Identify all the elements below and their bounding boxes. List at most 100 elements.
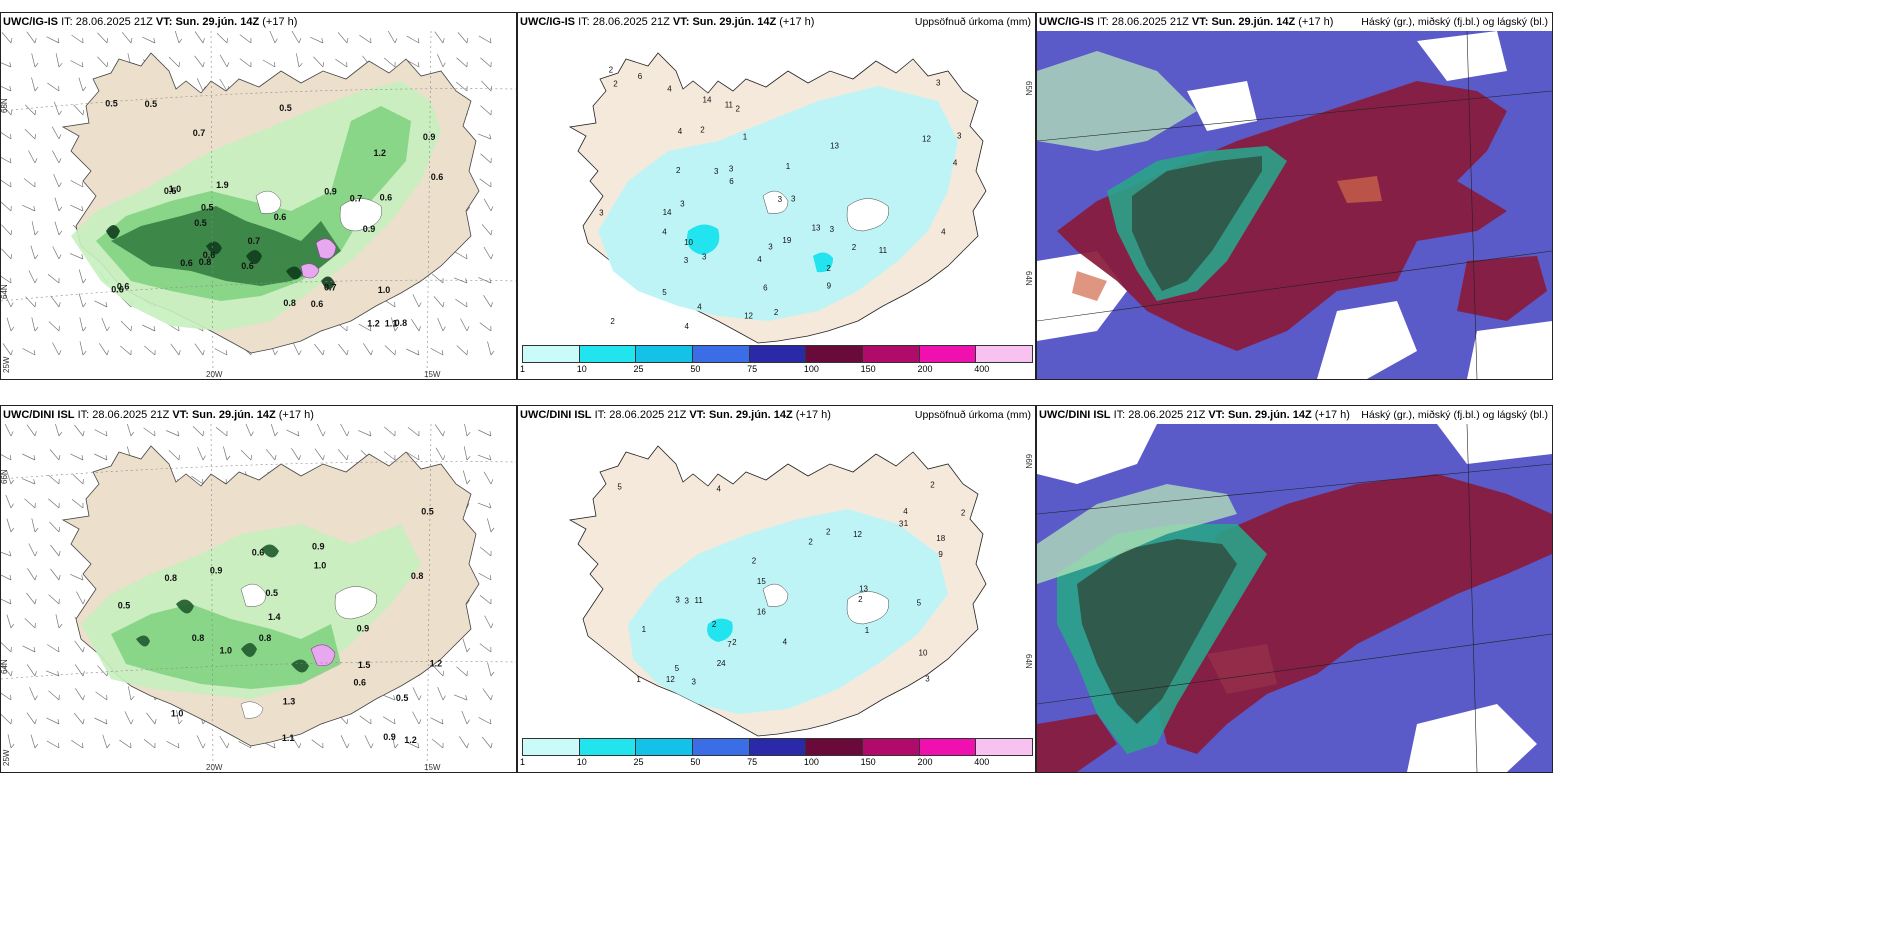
wind-barb — [46, 36, 60, 44]
colorbar-label: 400 — [974, 757, 990, 767]
value-label: 3 — [675, 596, 680, 605]
value-label: 0.6 — [241, 261, 254, 271]
value-label: 2 — [613, 79, 618, 88]
colorbar-swatch — [919, 739, 977, 755]
wind-barb — [240, 449, 252, 461]
lat-label-top: 66N — [1024, 454, 1033, 469]
value-label: 1.0 — [169, 184, 182, 194]
precip-colorbar: 1 10 25 50 75 100 150 200 400 — [520, 738, 1033, 770]
wind-barb — [216, 32, 228, 44]
value-label: 0.5 — [421, 507, 434, 517]
value-label: 12 — [853, 530, 862, 539]
high-cloud-dark — [1132, 156, 1262, 291]
graticule — [1037, 424, 1552, 772]
value-label: 2 — [826, 264, 831, 273]
wind-barb — [1, 179, 12, 188]
wind-barb — [142, 36, 156, 44]
glacier-purple — [310, 644, 336, 667]
wind-barb — [1, 713, 12, 725]
value-label: 4 — [662, 228, 667, 237]
glacier-purple — [300, 238, 337, 279]
value-label: 0.8 — [259, 633, 272, 643]
wind-map-panel-row1: UWC/IG-IS IT: 28.06.2025 21Z VT: Sun. 29… — [0, 12, 517, 380]
wind-barb — [55, 614, 63, 629]
it-label: IT: — [61, 16, 73, 28]
wind-barb — [461, 710, 470, 725]
colorbar-label: 50 — [690, 757, 701, 767]
colorbar-labels: 1 10 25 50 75 100 150 200 400 — [520, 756, 1033, 768]
wind-barb — [48, 690, 60, 701]
wind-barb — [24, 618, 36, 629]
value-label: 0.9 — [324, 186, 337, 196]
value-label: 6 — [729, 177, 734, 186]
value-label: 14 — [663, 208, 672, 217]
wind-barb — [359, 34, 372, 44]
cloud-title: Háský (gr.), miðský (fj.bl.) og lágský (… — [1361, 16, 1548, 28]
graticule — [1, 424, 516, 772]
lon-label-mid: 20W — [206, 763, 223, 772]
wind-barb — [478, 572, 492, 581]
wind-barb — [483, 295, 493, 308]
value-label: 3 — [692, 678, 697, 687]
value-label: 0.5 — [164, 186, 177, 196]
value-label: 6 — [763, 284, 768, 293]
precip-map: 65N 64N 22333223223344334523464314191011… — [568, 52, 1033, 344]
it-label: IT: — [77, 409, 90, 421]
wind-barb — [358, 323, 372, 332]
value-label: 0.8 — [411, 571, 424, 581]
wind-barb — [437, 54, 446, 68]
colorbar-label: 25 — [633, 757, 644, 767]
value-label: 4 — [783, 638, 788, 647]
mid-green-area — [111, 604, 341, 689]
wind-barb — [95, 691, 108, 701]
lon-label-right: 15W — [424, 763, 441, 772]
wind-barb — [29, 686, 38, 701]
colorbar-swatch — [806, 739, 864, 755]
wind-barb — [4, 294, 14, 308]
value-label: 5 — [675, 664, 680, 673]
value-label: 2 — [736, 104, 741, 113]
value-label: 4 — [941, 228, 946, 237]
colorbar-label: 100 — [803, 757, 819, 767]
wind-barb — [31, 53, 39, 68]
value-label: 1 — [642, 625, 647, 634]
wind-barb — [479, 643, 492, 653]
precip-value-labels: 2233322322334433452346431419101112111314… — [599, 65, 962, 330]
wind-barb — [384, 426, 396, 437]
wind-barb — [102, 734, 111, 749]
wind-barb — [291, 735, 302, 749]
value-label: 3 — [957, 131, 962, 140]
value-label: 3 — [714, 167, 719, 176]
wind-barb — [71, 34, 84, 44]
wind-barb — [1, 248, 13, 260]
wind-barb — [30, 734, 39, 749]
wind-barb — [335, 58, 348, 68]
wind-barb — [75, 688, 85, 701]
wind-barb — [52, 246, 62, 260]
wind-barb — [5, 494, 14, 509]
wind-barb — [434, 424, 445, 437]
wind-barb — [23, 178, 36, 188]
wind-barb — [1, 574, 12, 581]
wind-barb — [412, 711, 422, 725]
wind-barb — [455, 298, 468, 308]
value-label: 12 — [744, 311, 753, 320]
precip-mid-area — [687, 224, 833, 273]
colorbar-swatch — [749, 346, 807, 362]
value-label: 0.5 — [105, 99, 118, 109]
wind-barb — [22, 453, 36, 461]
cloud-map-panel-row2: UWC/DINI ISL IT: 28.06.2025 21Z VT: Sun.… — [1036, 405, 1553, 773]
precip-mid-area — [707, 618, 733, 642]
value-label: 0.6 — [311, 299, 324, 309]
wind-barb — [192, 425, 204, 437]
value-label: 11 — [879, 246, 888, 255]
value-label: 3 — [729, 164, 734, 173]
colorbar-labels: 1 10 25 50 75 100 150 200 400 — [520, 363, 1033, 375]
wind-barb — [70, 180, 84, 188]
wind-barb — [407, 452, 420, 461]
wind-barb — [337, 32, 349, 44]
wind-barb — [50, 544, 61, 557]
colorbar-label: 400 — [974, 364, 990, 374]
value-label: 11 — [725, 101, 734, 110]
precip-map: 66N 64N 11223344235547521115249121013121… — [568, 445, 1033, 737]
